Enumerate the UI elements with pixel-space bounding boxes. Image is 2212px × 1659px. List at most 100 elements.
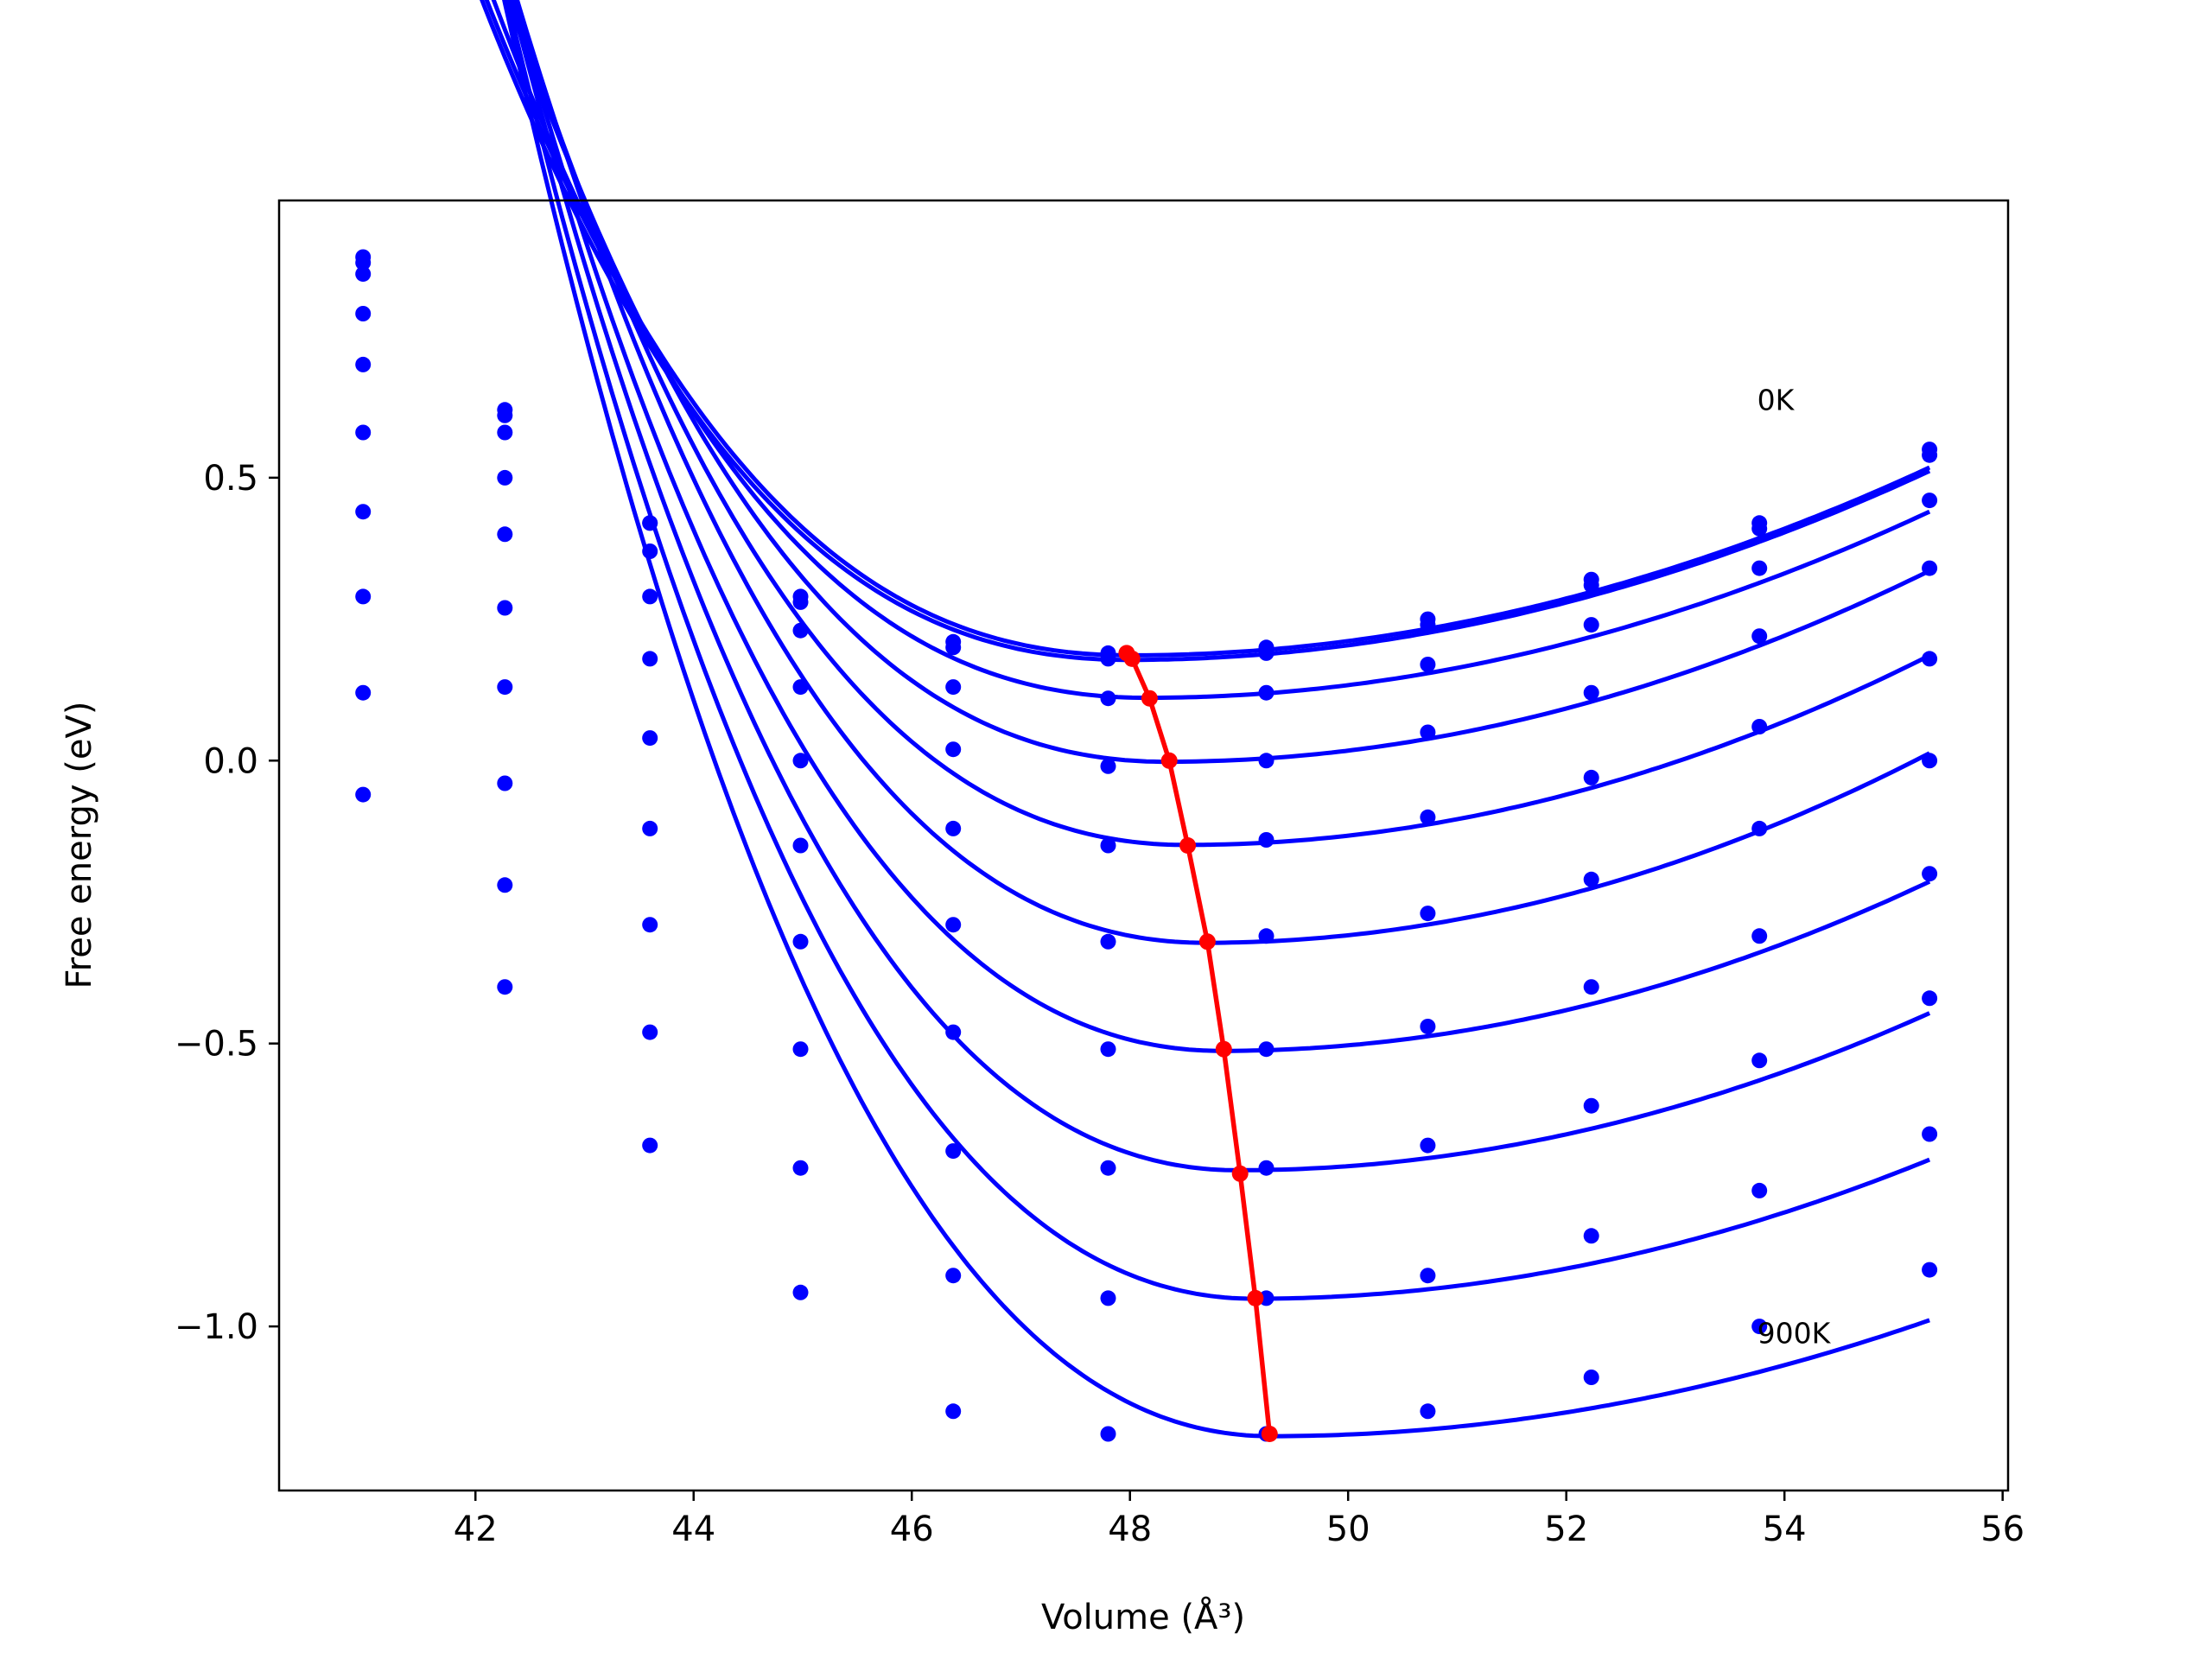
annotation-0K: 0K: [1758, 383, 1796, 416]
data-point-300K-0: [355, 306, 372, 321]
fit-curve-600K: [511, 0, 1931, 1053]
data-point-100K-2: [642, 515, 658, 531]
data-point-500K-1: [497, 600, 513, 616]
data-point-400K-7: [1420, 809, 1436, 825]
data-point-400K-5: [1100, 837, 1116, 854]
minimum-point-2: [1141, 690, 1158, 707]
fit-curve-700K: [508, 0, 1931, 1173]
data-point-100K-7: [1420, 617, 1436, 633]
data-point-100K-5: [1100, 651, 1116, 667]
data-point-900K-0: [355, 786, 372, 803]
data-point-600K-5: [1100, 1041, 1116, 1058]
data-point-700K-2: [642, 917, 658, 933]
data-point-500K-10: [1922, 753, 1938, 769]
data-point-400K-3: [792, 753, 809, 769]
data-point-600K-0: [355, 504, 372, 520]
data-point-600K-9: [1751, 928, 1768, 944]
minima-line: [1118, 645, 1278, 1442]
data-point-700K-10: [1922, 990, 1938, 1007]
data-point-100K-10: [1922, 447, 1938, 463]
data-point-800K-9: [1751, 1182, 1768, 1198]
data-point-100K-8: [1583, 577, 1599, 594]
fit-curve-500K: [514, 0, 1931, 945]
data-point-200K-7: [1420, 657, 1436, 672]
minima-path: [1124, 651, 1273, 1434]
data-point-500K-8: [1583, 871, 1599, 887]
data-point-300K-10: [1922, 560, 1938, 576]
x-axis-ticks: 42 44 46 48 50 52 54 56: [454, 1491, 2024, 1549]
fit-curves: [480, 0, 1931, 1439]
minimum-point-4: [1179, 837, 1197, 854]
data-point-500K-3: [792, 837, 809, 854]
minimum-point-9: [1261, 1426, 1278, 1442]
y-tick-label: 0.5: [203, 459, 258, 499]
data-point-700K-0: [355, 588, 372, 605]
y-axis-label: Free energy (eV): [60, 702, 99, 989]
y-tick-label: −0.5: [175, 1025, 258, 1065]
data-point-700K-4: [945, 1143, 962, 1160]
x-axis-label: Volume (Å³): [1041, 1596, 1245, 1637]
data-point-800K-5: [1100, 1290, 1116, 1306]
data-point-100K-0: [355, 255, 372, 270]
minimum-point-5: [1198, 933, 1216, 950]
data-point-600K-3: [792, 933, 809, 950]
data-point-800K-1: [497, 877, 513, 893]
data-point-200K-4: [945, 679, 962, 696]
data-point-200K-0: [355, 266, 372, 283]
data-point-900K-2: [642, 1137, 658, 1154]
data-point-800K-3: [792, 1160, 809, 1176]
data-point-800K-2: [642, 1024, 658, 1040]
data-points: [355, 249, 1938, 1442]
x-tick-label: 50: [1326, 1510, 1370, 1549]
y-tick-label: −1.0: [175, 1307, 258, 1347]
data-point-300K-9: [1751, 628, 1768, 645]
data-point-200K-10: [1922, 493, 1938, 509]
minimum-point-6: [1215, 1040, 1232, 1058]
data-point-200K-6: [1258, 684, 1274, 701]
data-point-100K-1: [497, 407, 513, 423]
data-point-700K-7: [1420, 1137, 1436, 1154]
data-point-300K-7: [1420, 724, 1436, 741]
data-point-400K-9: [1751, 719, 1768, 734]
data-point-300K-2: [642, 588, 658, 605]
data-point-500K-6: [1258, 928, 1274, 944]
data-point-700K-5: [1100, 1160, 1116, 1176]
data-point-700K-1: [497, 775, 513, 791]
data-point-600K-1: [497, 679, 513, 696]
x-tick-label: 54: [1763, 1510, 1807, 1549]
fit-curve-0K: [484, 0, 1931, 658]
data-point-800K-10: [1922, 1126, 1938, 1142]
fit-curve-800K: [505, 0, 1931, 1301]
data-point-500K-9: [1751, 820, 1768, 836]
data-point-700K-3: [792, 1041, 809, 1058]
data-point-100K-4: [945, 639, 962, 656]
data-point-100K-6: [1258, 645, 1274, 661]
x-tick-label: 42: [454, 1510, 498, 1549]
data-point-600K-2: [642, 820, 658, 836]
data-point-700K-6: [1258, 1160, 1274, 1176]
y-tick-label: 0.0: [203, 741, 258, 781]
data-point-800K-7: [1420, 1268, 1436, 1284]
data-point-300K-8: [1583, 684, 1599, 701]
data-point-700K-9: [1751, 1052, 1768, 1069]
plot-frame: [277, 199, 2010, 1492]
data-point-400K-0: [355, 356, 372, 372]
data-point-700K-8: [1583, 1097, 1599, 1114]
minimum-point-7: [1231, 1165, 1249, 1182]
temperature-annotations: 0K 900K: [1758, 383, 1832, 1350]
fit-curve-900K: [502, 0, 1930, 1439]
data-point-200K-1: [497, 424, 513, 441]
fit-curve-300K: [505, 0, 1931, 765]
data-point-900K-9: [1751, 1319, 1768, 1335]
data-point-800K-8: [1583, 1228, 1599, 1244]
annotation-900K: 900K: [1758, 1317, 1832, 1351]
data-point-600K-6: [1258, 1041, 1274, 1058]
data-point-300K-1: [497, 469, 513, 486]
data-point-500K-4: [945, 917, 962, 933]
data-point-600K-7: [1420, 1019, 1436, 1034]
x-tick-label: 48: [1108, 1510, 1152, 1549]
data-point-800K-4: [945, 1268, 962, 1284]
x-tick-label: 46: [890, 1510, 934, 1549]
x-tick-label: 52: [1544, 1510, 1588, 1549]
